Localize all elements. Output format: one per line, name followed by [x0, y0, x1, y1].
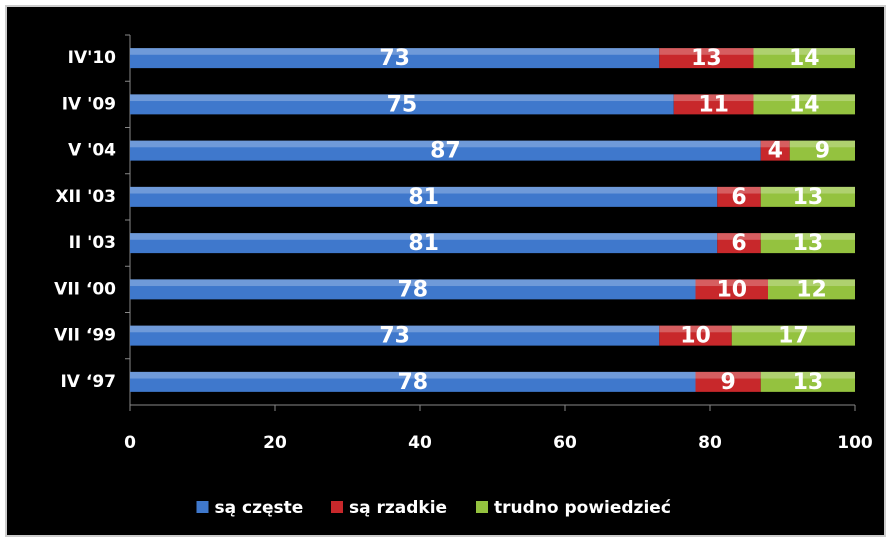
data-label: 73 — [379, 324, 410, 349]
bar-highlight — [673, 94, 754, 102]
y-tick-label: IV'10 — [68, 48, 117, 68]
bar-highlight — [130, 325, 660, 333]
legend-swatch — [331, 501, 343, 513]
bar-segment — [753, 48, 855, 69]
data-label: 75 — [387, 92, 418, 117]
bar-highlight — [760, 140, 790, 148]
bar-segment — [760, 233, 855, 254]
x-tick-label: 80 — [698, 433, 722, 453]
bar-highlight — [130, 94, 674, 102]
x-tick-label: 0 — [124, 433, 136, 453]
y-tick-label: XII '03 — [55, 187, 116, 207]
data-label: 10 — [716, 277, 747, 302]
legend-label: trudno powiedzieć — [494, 498, 671, 518]
bar-segment — [130, 325, 660, 346]
data-label: 9 — [815, 139, 830, 164]
bar-segment — [673, 94, 754, 115]
data-label: 73 — [379, 46, 410, 71]
bar-segment — [130, 140, 761, 161]
bar-highlight — [760, 186, 855, 194]
legend-swatch — [476, 501, 488, 513]
data-label: 9 — [720, 370, 735, 395]
bar-highlight — [659, 325, 732, 333]
y-tick-label: VII ‘99 — [54, 326, 116, 346]
bar-segment — [659, 325, 732, 346]
data-label: 14 — [789, 46, 820, 71]
bar-highlight — [768, 279, 855, 287]
data-label: 6 — [731, 185, 746, 210]
bar-segment — [760, 140, 790, 161]
bar-highlight — [659, 48, 754, 55]
bar-highlight — [753, 94, 855, 102]
bar-segment — [760, 186, 855, 207]
bar-highlight — [695, 279, 768, 287]
bar-highlight — [695, 371, 761, 379]
x-tick-label: 100 — [837, 433, 873, 453]
bar-highlight — [130, 140, 761, 148]
y-tick-label: IV '09 — [62, 94, 116, 114]
bar-segment — [695, 279, 768, 300]
bar-segment — [130, 279, 696, 300]
bar-highlight — [731, 325, 855, 333]
data-label: 6 — [731, 231, 746, 256]
bar-segment — [753, 94, 855, 115]
bar-segment — [760, 371, 855, 392]
bar-segment — [731, 325, 855, 346]
x-tick-label: 20 — [263, 433, 287, 453]
bar-segment — [717, 186, 761, 207]
data-label: 87 — [430, 139, 461, 164]
chart-background — [5, 5, 886, 537]
bar-highlight — [130, 186, 718, 194]
data-label: 78 — [397, 370, 428, 395]
bar-segment — [768, 279, 855, 300]
bar-highlight — [760, 371, 855, 379]
bar-segment — [130, 186, 718, 207]
bar-highlight — [130, 233, 718, 240]
bar-segment — [130, 371, 696, 392]
data-label: 13 — [793, 370, 824, 395]
data-label: 4 — [768, 139, 783, 164]
legend-label: są rzadkie — [349, 498, 447, 518]
data-label: 81 — [408, 185, 439, 210]
data-label: 78 — [397, 277, 428, 302]
data-label: 13 — [793, 185, 824, 210]
bar-segment — [659, 48, 754, 69]
bar-segment — [130, 233, 718, 254]
data-label: 17 — [778, 324, 809, 349]
legend-swatch — [196, 501, 209, 513]
legend-label: są częste — [215, 498, 304, 518]
y-tick-label: V '04 — [68, 141, 116, 161]
data-label: 11 — [698, 92, 729, 117]
data-label: 13 — [691, 46, 722, 71]
bar-segment — [789, 140, 855, 161]
data-label: 13 — [793, 231, 824, 256]
bar-segment — [717, 233, 761, 254]
y-tick-label: II '03 — [69, 233, 116, 253]
y-tick-label: VII ‘00 — [54, 279, 116, 299]
bar-segment — [130, 94, 674, 115]
bar-highlight — [130, 279, 696, 287]
bar-highlight — [753, 48, 855, 55]
data-label: 12 — [796, 277, 827, 302]
bar-highlight — [717, 186, 761, 194]
x-tick-label: 60 — [553, 433, 577, 453]
data-label: 14 — [789, 92, 820, 117]
bar-highlight — [130, 48, 660, 55]
bar-highlight — [717, 233, 761, 240]
data-label: 81 — [408, 231, 439, 256]
bar-segment — [695, 371, 761, 392]
data-label: 10 — [680, 324, 711, 349]
x-tick-label: 40 — [408, 433, 432, 453]
bar-segment — [130, 48, 660, 69]
bar-highlight — [130, 371, 696, 379]
y-tick-label: IV ‘97 — [60, 372, 116, 392]
bar-highlight — [760, 233, 855, 240]
bar-highlight — [789, 140, 855, 148]
